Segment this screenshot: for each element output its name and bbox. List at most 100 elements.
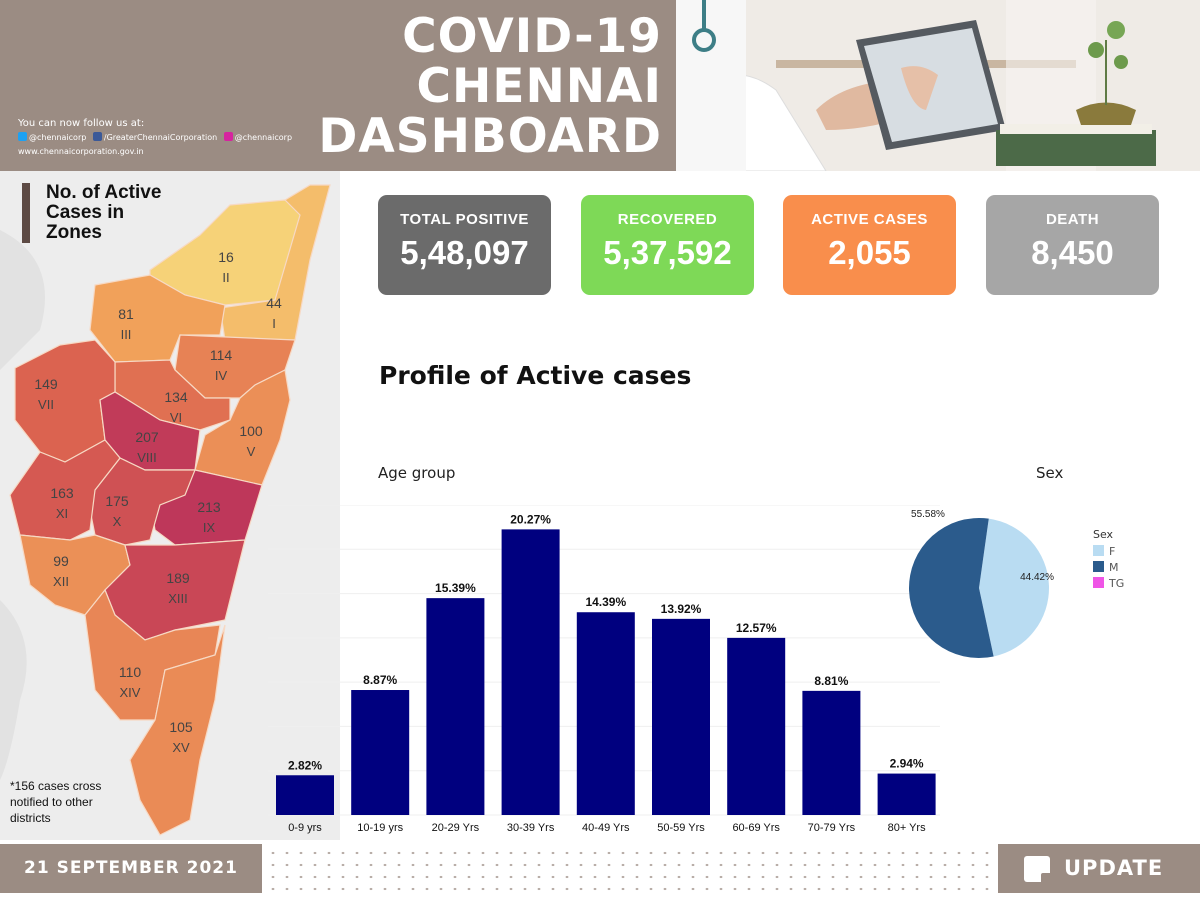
bar-value-label: 13.92% xyxy=(661,602,702,616)
zone-count: 110 xyxy=(119,664,142,680)
zone-count: 114 xyxy=(210,347,233,363)
zone-count: 163 xyxy=(50,485,74,501)
card-label: ACTIVE CASES xyxy=(811,211,928,228)
zone-numeral: IV xyxy=(215,368,228,383)
zone-map: 44 I 16 II 81 III 114 IV 100 V 134 VI 149 VII 207 VIII 2… xyxy=(0,171,340,840)
card-label: TOTAL POSITIVE xyxy=(400,211,529,228)
zone-count: 44 xyxy=(266,295,282,311)
zone-numeral: XV xyxy=(172,740,190,755)
zone-count: 100 xyxy=(239,423,263,439)
zone-numeral: X xyxy=(113,514,122,529)
zone-numeral: VIII xyxy=(137,450,157,465)
dot-pattern xyxy=(262,844,998,893)
footnote-line: districts xyxy=(10,811,51,825)
zone-numeral: XI xyxy=(56,506,68,521)
bar-value-label: 12.57% xyxy=(736,621,777,635)
legend-swatch xyxy=(1093,577,1104,588)
twitter-icon xyxy=(18,132,27,141)
update-icon xyxy=(1024,856,1053,885)
sex-chart-title: Sex xyxy=(1036,464,1064,482)
zone-count: 105 xyxy=(169,719,193,735)
legend-item-m: M xyxy=(1093,560,1124,576)
social-links: You can now follow us at: @chennaicorp /… xyxy=(18,117,292,159)
instagram-handle[interactable]: @chennaicorp xyxy=(234,133,293,142)
zone-numeral: VI xyxy=(170,410,182,425)
zone-count: 16 xyxy=(218,249,234,265)
legend-label: TG xyxy=(1109,577,1125,590)
bar-value-label: 15.39% xyxy=(435,581,476,595)
bar-value-label: 2.82% xyxy=(288,758,322,772)
bar xyxy=(426,598,485,815)
death-card: DEATH 8,450 xyxy=(986,195,1159,295)
age-bar-chart: 2.82% 0-9 yrs 8.87% 10-19 yrs 15.39% 20-29 Yr… xyxy=(268,505,940,834)
zone-iii xyxy=(89,274,226,363)
legend-item-tg: TG xyxy=(1093,576,1124,592)
zone-numeral: III xyxy=(121,327,132,342)
x-tick-label: 10-19 yrs xyxy=(357,822,403,834)
legend-swatch xyxy=(1093,561,1104,572)
bar xyxy=(501,529,560,815)
x-tick-label: 30-39 Yrs xyxy=(507,822,555,834)
header-photo xyxy=(676,0,1200,171)
card-value: 5,37,592 xyxy=(603,234,732,271)
follow-text: You can now follow us at: xyxy=(18,118,145,129)
map-title: No. of Active Cases in Zones xyxy=(22,183,161,243)
zone-count: 175 xyxy=(105,493,129,509)
zone-count: 134 xyxy=(164,389,188,405)
card-value: 2,055 xyxy=(828,234,911,271)
x-tick-label: 0-9 yrs xyxy=(288,822,322,834)
legend-swatch xyxy=(1093,545,1104,556)
zone-xiv xyxy=(84,588,221,721)
zone-numeral: VII xyxy=(38,397,54,412)
title-line: CHENNAI xyxy=(416,59,662,114)
active-cases-card: ACTIVE CASES 2,055 xyxy=(783,195,956,295)
bar-value-label: 20.27% xyxy=(510,512,551,526)
legend-label: F xyxy=(1109,545,1116,558)
zone-labels: 44 I 16 II 81 III 114 IV 100 V 134 VI 149 VII 207 VIII 2… xyxy=(34,249,282,755)
title-line: DASHBOARD xyxy=(318,109,662,164)
update-label: UPDATE xyxy=(1064,856,1164,880)
website-link[interactable]: www.chennaicorporation.gov.in xyxy=(18,147,144,156)
bar-value-label: 2.94% xyxy=(890,757,924,771)
pie-value-label: 44.42% xyxy=(1020,572,1054,583)
total-positive-card: TOTAL POSITIVE 5,48,097 xyxy=(378,195,551,295)
bar xyxy=(351,690,410,815)
card-value: 8,450 xyxy=(1031,234,1114,271)
footnote-line: notified to other xyxy=(10,795,93,809)
pie-slice xyxy=(979,518,1049,657)
bar-value-label: 8.87% xyxy=(363,673,397,687)
map-footnote: *156 cases cross notified to other distr… xyxy=(10,778,101,826)
report-date: 21 SEPTEMBER 2021 xyxy=(0,844,262,893)
legend-title: Sex xyxy=(1093,528,1114,541)
x-tick-label: 20-29 Yrs xyxy=(432,822,480,834)
zone-polygons xyxy=(9,184,331,836)
twitter-handle[interactable]: @chennaicorp xyxy=(29,133,87,142)
title-line: COVID-19 xyxy=(402,9,662,64)
x-tick-label: 70-79 Yrs xyxy=(808,822,856,834)
x-tick-label: 60-69 Yrs xyxy=(732,822,780,834)
x-tick-label: 80+ Yrs xyxy=(888,822,927,834)
pie-value-label: 55.58% xyxy=(911,509,945,520)
zone-xv xyxy=(129,624,226,836)
bar xyxy=(727,637,786,815)
facebook-handle[interactable]: /GreaterChennaiCorporation xyxy=(103,133,218,142)
zone-numeral: XII xyxy=(53,574,69,589)
zone-count: 99 xyxy=(53,553,69,569)
zone-xi xyxy=(9,439,121,541)
bar xyxy=(276,775,334,815)
zone-numeral: I xyxy=(272,316,276,331)
zone-count: 213 xyxy=(197,499,221,515)
dashboard-title: COVID-19 CHENNAI DASHBOARD xyxy=(318,12,662,162)
update-badge: UPDATE xyxy=(998,844,1200,893)
zone-v xyxy=(194,369,291,486)
zone-count: 189 xyxy=(166,570,190,586)
sex-pie-chart: 44.42% 55.58% xyxy=(909,509,1054,658)
zone-numeral: V xyxy=(247,444,256,459)
zone-numeral: XIV xyxy=(120,685,141,700)
footnote-line: *156 cases cross xyxy=(10,779,102,793)
bar xyxy=(802,690,861,815)
zone-numeral: II xyxy=(222,270,229,285)
bar xyxy=(652,618,710,815)
x-tick-label: 50-59 Yrs xyxy=(657,822,705,834)
zone-numeral: XIII xyxy=(168,591,188,606)
